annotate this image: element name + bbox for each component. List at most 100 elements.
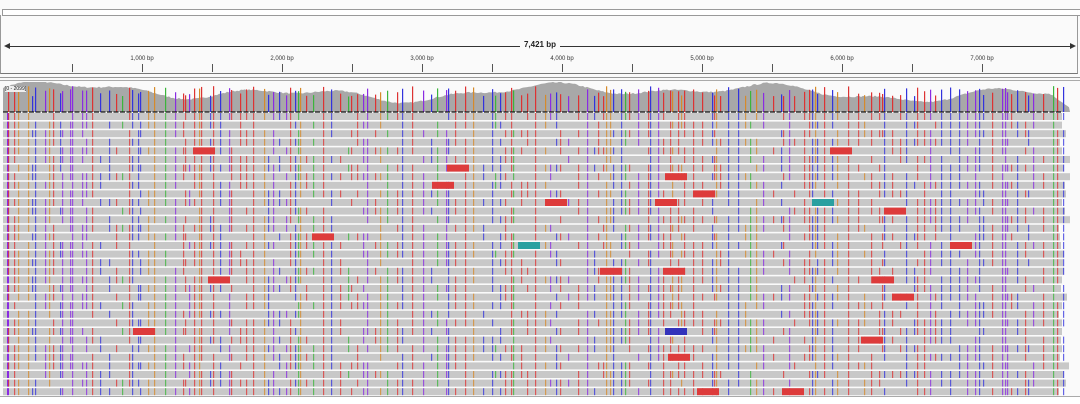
mismatch [455,156,457,163]
mismatch [185,216,187,224]
mismatch [70,267,72,275]
mismatch [568,199,570,206]
mismatch [648,190,650,198]
mismatch [185,164,187,172]
mismatch [323,181,325,189]
mismatch [610,293,612,301]
mismatch [1057,156,1059,163]
mismatch [295,250,297,258]
mismatch [1002,250,1004,258]
mismatch [348,285,350,292]
mismatch [340,302,342,310]
mismatch [858,319,860,327]
mismatch [967,113,969,120]
mismatch [728,345,730,353]
mismatch [201,242,203,249]
mismatch [363,336,365,344]
mismatch [175,362,177,370]
mismatch [323,138,325,146]
mismatch [154,121,156,129]
mismatch [535,388,537,396]
mismatch [587,345,589,353]
mismatch [832,138,834,146]
mismatch [32,285,34,292]
mismatch [446,216,448,224]
mismatch [783,138,785,146]
mismatch [201,190,203,198]
mismatch [505,113,507,120]
mismatch [917,371,919,378]
mismatch [375,267,377,275]
mismatch [1025,345,1027,353]
mismatch [824,345,826,353]
mismatch [129,285,131,292]
mismatch [402,224,404,232]
mismatch [380,276,382,284]
mismatch [629,319,631,327]
mismatch [598,276,600,284]
mismatch [979,156,981,163]
ruler-track[interactable] [0,15,1078,74]
mismatch [606,319,608,327]
mismatch [789,345,791,353]
mismatch [1057,250,1059,258]
mismatch [402,190,404,198]
mismatch [1007,379,1009,387]
mismatch [148,121,150,129]
mismatch [375,173,377,181]
mismatch [848,267,850,275]
alignment-panel[interactable] [0,82,1080,396]
mismatch [521,181,523,189]
mismatch [745,121,747,129]
mismatch [397,242,399,249]
mismatch [387,310,389,318]
mismatch [848,310,850,318]
mismatch [412,164,414,172]
mismatch [412,173,414,181]
mismatch [290,285,292,292]
mismatch [702,345,704,353]
mismatch [194,173,196,181]
mismatch [613,328,615,335]
divider[interactable] [0,80,1080,81]
mismatch [1063,181,1065,189]
mismatch [621,276,623,284]
mismatch [812,181,814,189]
mismatch [492,130,494,138]
mismatch [35,199,37,206]
mismatch [882,345,884,353]
mismatch [194,388,196,396]
mismatch [864,388,866,396]
mismatch [323,156,325,163]
mismatch [950,371,952,378]
mismatch [375,147,377,155]
mismatch [884,147,886,155]
highlighted-read [193,147,215,155]
mismatch [745,138,747,146]
mismatch [290,242,292,249]
mismatch [273,371,275,378]
mismatch [35,328,37,335]
mismatch [402,336,404,344]
mismatch [812,190,814,198]
mismatch [231,336,233,344]
mismatch [129,319,131,327]
mismatch [446,147,448,155]
mismatch [745,233,747,241]
mismatch [610,285,612,292]
mismatch [1002,130,1004,138]
mismatch [175,181,177,189]
mismatch [716,336,718,344]
mismatch [92,336,94,344]
mismatch [194,156,196,163]
mismatch [313,190,315,198]
mismatch [621,164,623,172]
mismatch [1007,138,1009,146]
mismatch [387,319,389,327]
mismatch [28,336,30,344]
mismatch [1053,199,1055,206]
mismatch [402,147,404,155]
mismatch [60,138,62,146]
mismatch [650,259,652,267]
mismatch [446,138,448,146]
